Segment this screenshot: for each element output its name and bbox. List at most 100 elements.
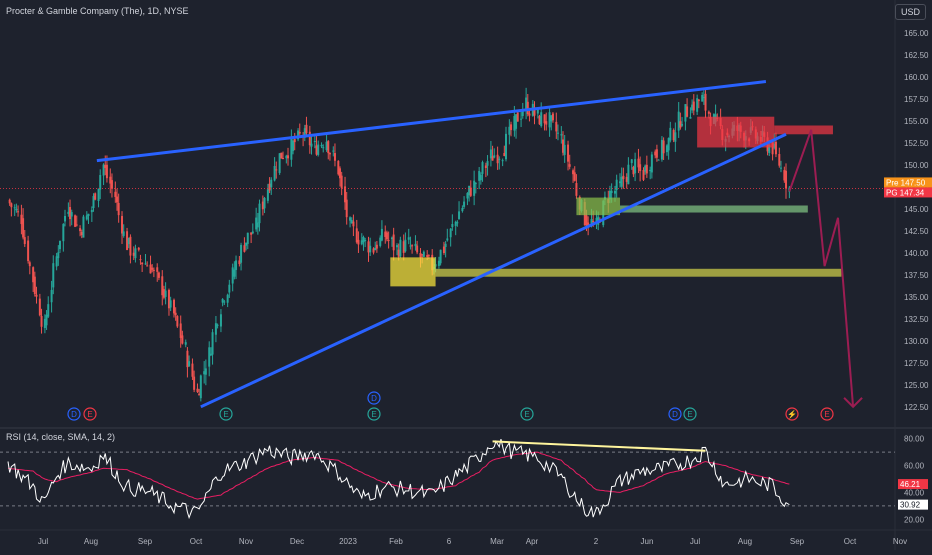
candle-body (655, 149, 658, 158)
candle-body (109, 176, 112, 184)
candle-body (246, 232, 249, 244)
candle-body (198, 393, 201, 396)
candle-body (332, 150, 335, 152)
candle-body (364, 240, 367, 242)
price-tick-label: 150.00 (904, 161, 929, 170)
candle-body (463, 201, 466, 207)
candle-body (320, 144, 323, 147)
event-marker-circle (367, 391, 381, 405)
candle-body (132, 252, 135, 256)
candle-body (642, 170, 645, 180)
event-marker-letter: D (71, 410, 77, 419)
rsi-divergence-line (492, 440, 706, 452)
candle-body (654, 151, 657, 156)
candle-body (409, 245, 412, 247)
candle-body (622, 175, 625, 180)
symbol-title: Procter & Gamble Company (The), 1D, NYSE (6, 6, 189, 16)
candle-body (344, 186, 347, 203)
candle-body (555, 121, 558, 132)
candle-body (338, 168, 341, 179)
candle-body (270, 179, 273, 188)
candle-body (669, 127, 672, 141)
candle-body (184, 342, 187, 345)
price-tick-label: 130.00 (904, 337, 929, 346)
candle-body (684, 104, 687, 122)
candle-body (451, 223, 454, 228)
candle-body (686, 106, 689, 117)
candle-body (141, 262, 144, 265)
candle-body (404, 239, 407, 252)
candle-body (293, 139, 296, 143)
candle-body (156, 267, 159, 272)
candle-body (496, 154, 499, 164)
candle-body (43, 318, 46, 329)
candle-body (297, 130, 300, 140)
candle-body (228, 284, 231, 293)
candle-body (474, 183, 477, 185)
time-tick-label: 2 (594, 537, 599, 546)
candle-body (350, 220, 353, 224)
candle-body (287, 155, 290, 159)
candle-body (38, 298, 41, 316)
candle-body (701, 95, 704, 102)
price-tag-text: Pre 147.50 (886, 178, 926, 187)
candle-body (92, 196, 95, 209)
candle-body (357, 239, 360, 245)
time-tick-label: Dec (290, 537, 304, 546)
candle-body (590, 219, 593, 225)
candle-body (520, 118, 523, 120)
price-tag-bg (884, 177, 932, 188)
currency-button[interactable]: USD (894, 4, 926, 20)
candle-body (47, 304, 50, 317)
event-marker: E (820, 407, 834, 421)
candle-body (327, 141, 330, 154)
price-tag-pre: Pre 147.50 (884, 177, 932, 188)
price-tag-bg (884, 187, 932, 198)
candle-body (22, 218, 25, 238)
time-tick-label: Jul (690, 537, 700, 546)
event-marker: E (683, 407, 697, 421)
candle-body (104, 165, 107, 169)
event-marker: E (367, 407, 381, 421)
candle-body (545, 121, 548, 125)
candle-body (333, 153, 336, 161)
candle-body (211, 332, 214, 355)
candle-body (449, 228, 452, 238)
candle-body (337, 160, 340, 175)
time-tick-label: Sep (138, 537, 153, 546)
candle-body (442, 246, 445, 253)
candle-body (416, 245, 419, 253)
candle-body (251, 231, 254, 234)
candle-body (349, 217, 352, 221)
event-marker-circle (367, 407, 381, 421)
candle-body (665, 145, 668, 153)
candle-body (255, 217, 258, 230)
candle-body (573, 172, 576, 181)
candle-body (303, 128, 306, 138)
candle-body (256, 222, 259, 228)
candle-body (528, 113, 531, 116)
event-marker: D (668, 407, 682, 421)
candle-body (501, 160, 504, 162)
candle-body (238, 260, 241, 265)
candle-body (489, 149, 492, 159)
candle-body (181, 335, 184, 344)
projection-path (788, 129, 855, 407)
candle-body (298, 131, 301, 134)
candle-body (644, 165, 647, 172)
candle-body (362, 237, 365, 243)
candle-body (97, 188, 100, 201)
candle-body (536, 108, 539, 114)
candle-body (650, 154, 653, 173)
candle-body (20, 214, 23, 225)
candle-body (625, 176, 628, 182)
candle-body (191, 363, 194, 377)
price-tag-pg: PG 147.34 (884, 187, 932, 198)
time-tick-label: Aug (84, 537, 98, 546)
candle-body (525, 97, 528, 110)
candle-body (568, 164, 571, 167)
event-marker-letter: D (371, 394, 377, 403)
candle-body (268, 183, 271, 191)
